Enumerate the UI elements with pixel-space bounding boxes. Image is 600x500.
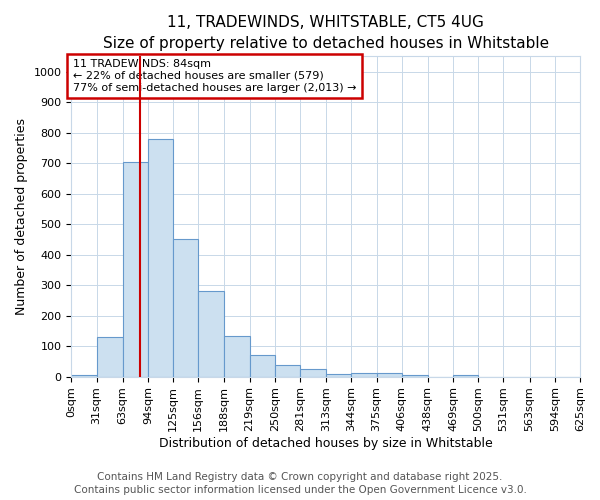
Bar bbox=[97, 337, 122, 376]
Bar bbox=[453, 375, 478, 376]
Bar bbox=[71, 375, 97, 376]
Text: Contains HM Land Registry data © Crown copyright and database right 2025.
Contai: Contains HM Land Registry data © Crown c… bbox=[74, 472, 526, 495]
Y-axis label: Number of detached properties: Number of detached properties bbox=[15, 118, 28, 315]
Bar bbox=[224, 336, 250, 376]
Bar bbox=[326, 374, 351, 376]
Bar bbox=[122, 162, 148, 376]
Bar bbox=[351, 374, 377, 376]
X-axis label: Distribution of detached houses by size in Whitstable: Distribution of detached houses by size … bbox=[159, 437, 493, 450]
Text: 11 TRADEWINDS: 84sqm
← 22% of detached houses are smaller (579)
77% of semi-deta: 11 TRADEWINDS: 84sqm ← 22% of detached h… bbox=[73, 60, 356, 92]
Bar bbox=[173, 240, 198, 376]
Bar bbox=[148, 138, 173, 376]
Bar bbox=[275, 365, 300, 376]
Bar bbox=[198, 292, 224, 376]
Title: 11, TRADEWINDS, WHITSTABLE, CT5 4UG
Size of property relative to detached houses: 11, TRADEWINDS, WHITSTABLE, CT5 4UG Size… bbox=[103, 15, 549, 51]
Bar bbox=[300, 369, 326, 376]
Bar bbox=[250, 356, 275, 376]
Bar bbox=[402, 375, 428, 376]
Bar bbox=[377, 373, 402, 376]
